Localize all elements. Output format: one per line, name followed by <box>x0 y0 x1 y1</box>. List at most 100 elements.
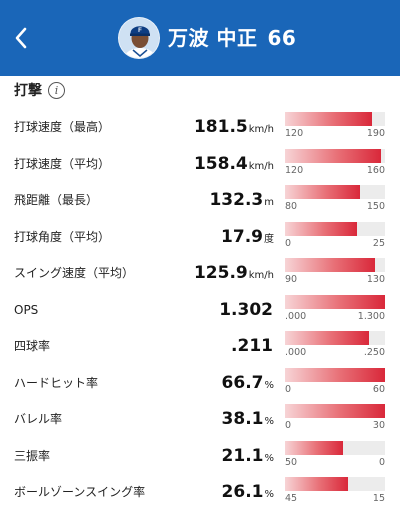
stat-value: 26.1% <box>222 474 274 510</box>
stat-value-number: .211 <box>231 336 273 356</box>
stat-value-number: 17.9 <box>221 226 263 247</box>
stat-value-unit: 度 <box>264 233 274 245</box>
stat-value: 17.9 度 <box>221 219 274 255</box>
stat-label: ボールゾーンスイング率 <box>14 485 146 499</box>
stat-value-unit: % <box>264 379 274 391</box>
player-avatar: F <box>118 17 160 59</box>
stat-label: 四球率 <box>14 339 51 353</box>
stat-value: 132.3 m <box>209 182 274 218</box>
scale-min-label: 45 <box>285 493 298 504</box>
scale-min-label: 0 <box>285 237 292 249</box>
stat-value-number: 158.4 <box>193 153 248 174</box>
stat-value-number: 26.1 <box>221 482 264 502</box>
stat-label: 飛距離（最長） <box>14 193 99 207</box>
scale-max-label: 30 <box>372 420 385 431</box>
section-title: 打撃 <box>14 83 42 99</box>
percentile-bar-fill <box>285 221 357 236</box>
stat-row: 四球率 .211 .000 .250 <box>0 328 400 364</box>
app-header: F 万波 中正 66 <box>0 0 400 76</box>
scale-max-label: 60 <box>372 383 385 395</box>
stat-value-number: 21.1 <box>221 445 264 466</box>
percentile-bar-fill <box>285 258 375 272</box>
scale-max-label: .250 <box>363 347 385 358</box>
stat-row: 三振率 21.1% 50 0 <box>0 438 400 474</box>
percentile-bar-track <box>285 331 385 345</box>
stat-label: バレル率 <box>14 412 63 426</box>
stat-value-number: 125.9 <box>193 263 248 283</box>
scale-min-label: .000 <box>285 347 307 358</box>
stat-row: ハードヒット率 66.7% 0 60 <box>0 365 400 401</box>
scale-min-label: 90 <box>285 274 298 285</box>
scale-min-label: 120 <box>285 128 304 139</box>
stat-value-unit: km/h <box>248 160 274 172</box>
stat-value-unit: % <box>264 489 274 500</box>
player-name: 万波 中正 <box>168 26 258 50</box>
stat-value: 21.1% <box>222 438 274 474</box>
stat-row: OPS 1.302 .000 1.300 <box>0 292 400 328</box>
scale-max-label: 190 <box>366 128 385 139</box>
scale-min-label: 0 <box>285 383 292 395</box>
stat-value-unit: m <box>264 197 274 208</box>
percentile-bar-fill <box>285 294 385 309</box>
percentile-bar-fill <box>285 148 381 163</box>
stat-value: 66.7% <box>222 365 274 401</box>
scale-min-label: 80 <box>285 201 298 212</box>
stat-value-number: 66.7 <box>221 372 264 393</box>
stat-label: 打球速度（平均） <box>14 156 111 171</box>
scale-min-label: 120 <box>285 164 304 176</box>
scale-max-label: 160 <box>366 164 385 176</box>
percentile-bar-track <box>285 185 385 199</box>
stat-value: 1.302 <box>219 292 274 328</box>
percentile-bar-track <box>285 112 385 126</box>
player-name-heading: 万波 中正 66 <box>168 22 296 54</box>
uniform-number: 66 <box>267 26 297 50</box>
stat-row: ボールゾーンスイング率 26.1% 45 15 <box>0 474 400 510</box>
percentile-bar-track <box>285 294 385 309</box>
stat-value: 158.4 km/h <box>194 146 274 182</box>
percentile-bar-track <box>285 404 385 418</box>
percentile-bar-fill <box>285 112 372 126</box>
back-button[interactable] <box>6 22 36 54</box>
stat-label: 打球角度（平均） <box>14 229 111 244</box>
stat-label: 三振率 <box>14 448 51 463</box>
stat-value: 125.9 km/h <box>194 255 274 291</box>
percentile-bar-fill <box>285 331 369 345</box>
stat-value-unit: % <box>264 452 274 464</box>
stat-row: バレル率 38.1% 0 30 <box>0 401 400 437</box>
stat-value-number: 38.1 <box>221 409 264 429</box>
stat-row: スイング速度（平均） 125.9 km/h 90 130 <box>0 255 400 291</box>
stat-row: 飛距離（最長） 132.3 m 80 150 <box>0 182 400 218</box>
stat-value: .211 <box>231 328 274 364</box>
percentile-bar-fill <box>285 440 343 455</box>
percentile-bar-fill <box>285 367 385 382</box>
scale-max-label: 0 <box>378 456 385 468</box>
scale-min-label: .000 <box>285 310 307 322</box>
scale-max-label: 1.300 <box>357 310 385 322</box>
stat-label: スイング速度（平均） <box>14 266 135 280</box>
percentile-bar-track <box>285 221 385 236</box>
info-icon[interactable]: i <box>48 81 65 99</box>
stat-label: 打球速度（最高） <box>14 120 111 134</box>
percentile-bar-track <box>285 367 385 382</box>
scale-max-label: 25 <box>372 237 385 249</box>
stat-row: 打球角度（平均） 17.9 度 0 25 <box>0 219 400 255</box>
percentile-bar-fill <box>285 404 385 418</box>
stat-value: 181.5 km/h <box>194 109 274 145</box>
scale-max-label: 130 <box>366 274 385 285</box>
percentile-bar-track <box>285 440 385 455</box>
scale-max-label: 15 <box>372 493 385 504</box>
player-photo-icon: F <box>119 18 159 58</box>
percentile-bar-track <box>285 148 385 163</box>
chevron-left-icon <box>15 27 27 49</box>
batting-stats-panel: 打撃 i 打球速度（最高） 181.5 km/h 120 190 打球速度（平均） 158.… <box>0 76 400 532</box>
stat-value-number: 181.5 <box>193 117 248 137</box>
scale-min-label: 50 <box>285 456 298 468</box>
stat-value: 38.1% <box>222 401 274 437</box>
scale-min-label: 0 <box>285 420 292 431</box>
stat-row: 打球速度（最高） 181.5 km/h 120 190 <box>0 109 400 145</box>
percentile-bar-fill <box>285 185 360 199</box>
stat-label: OPS <box>14 302 39 317</box>
stat-label: ハードヒット率 <box>14 375 99 390</box>
percentile-bar-track <box>285 477 385 491</box>
stat-value-unit: % <box>264 416 274 427</box>
